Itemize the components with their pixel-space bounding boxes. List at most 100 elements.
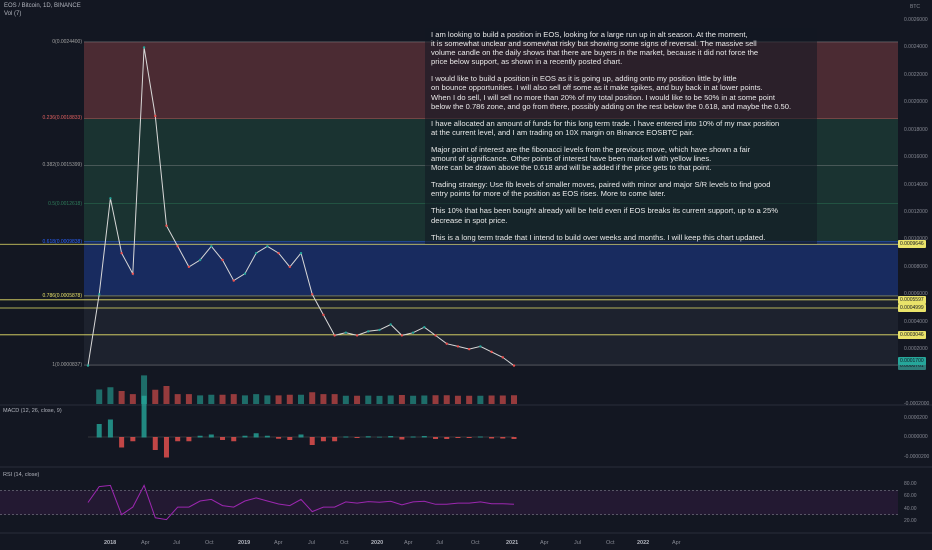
macd-axis-tick: -0.0000200: [904, 454, 930, 460]
macd-histogram-bar: [298, 434, 304, 438]
macd-histogram-bar: [466, 437, 472, 438]
time-axis-tick: 2022: [637, 540, 650, 546]
volume-bar: [354, 395, 361, 404]
macd-histogram-bar: [511, 437, 517, 439]
time-axis-tick: 2019: [238, 540, 251, 546]
fib-level-label: 0.382(0.0015399): [42, 162, 82, 169]
price-data-point: [434, 334, 437, 337]
rsi-axis-tick: 20.00: [904, 517, 917, 524]
time-axis-tick: Apr: [672, 540, 681, 546]
price-data-point: [479, 345, 482, 348]
volume-bar: [230, 394, 237, 404]
time-axis-tick: Oct: [471, 540, 480, 546]
volume-bar: [253, 394, 260, 404]
macd-histogram-bar: [276, 437, 282, 439]
volume-bar: [432, 395, 439, 404]
price-data-point: [198, 258, 202, 262]
volume-bar: [443, 395, 450, 404]
macd-histogram-bar: [220, 437, 226, 440]
price-axis-tick: 0.0012000: [904, 209, 928, 215]
price-data-point: [311, 293, 314, 296]
macd-histogram-bar: [332, 437, 338, 442]
time-axis-tick: Jul: [308, 540, 316, 546]
note-paragraph: This is a long term trade that I intend …: [431, 232, 766, 242]
price-data-point: [131, 272, 135, 275]
volume-bar: [264, 395, 271, 404]
note-paragraph: I would like to build a position in EOS …: [431, 74, 792, 111]
rsi-axis-tick: 80.00: [904, 481, 917, 488]
volume-bar: [129, 394, 136, 404]
price-data-point: [142, 46, 146, 49]
volume-bar: [387, 395, 394, 404]
price-data-point: [243, 272, 247, 275]
volume-bar: [454, 395, 461, 404]
macd-histogram-bar: [119, 437, 125, 448]
volume-indicator-label[interactable]: Vol (7): [4, 11, 22, 17]
price-data-point: [165, 224, 168, 227]
macd-histogram-bar: [96, 424, 102, 438]
price-axis-tick: 0.0018000: [904, 126, 928, 133]
macd-histogram-bar: [354, 437, 360, 438]
macd-axis-tick: 0.0000000: [904, 434, 928, 440]
price-data-point: [344, 331, 348, 334]
macd-histogram-bar: [107, 419, 113, 438]
price-data-point: [277, 251, 280, 255]
time-axis-tick: Apr: [274, 540, 283, 546]
volume-bar: [309, 392, 316, 404]
macd-histogram-bar: [231, 437, 237, 442]
price-data-point: [445, 342, 448, 345]
macd-histogram-bar: [455, 437, 461, 438]
note-paragraph: This 10% that has been bought already wi…: [431, 206, 778, 225]
volume-bar: [320, 394, 327, 404]
fib-level-label: 1(0.0000837): [52, 362, 82, 369]
volume-bar: [365, 395, 372, 404]
price-data-point: [86, 364, 90, 367]
time-axis-tick: Jul: [436, 540, 444, 546]
price-data-point: [423, 326, 426, 329]
volume-bar: [141, 375, 148, 404]
fib-zone: [84, 241, 898, 296]
macd-histogram-bar: [186, 437, 192, 442]
price-data-point: [322, 313, 325, 317]
currency-label: BTC: [910, 4, 920, 10]
volume-bar: [241, 395, 248, 404]
price-data-point: [501, 356, 504, 359]
symbol-title: EOS / Bitcoin, 1D, BINANCE: [4, 3, 81, 9]
price-tag: 0.0003046: [898, 330, 926, 339]
macd-histogram-bar: [242, 435, 248, 438]
price-tag: 0.0004999: [898, 304, 926, 312]
volume-bar: [219, 394, 226, 404]
macd-histogram-bar: [264, 435, 270, 438]
macd-histogram-bar: [410, 436, 416, 438]
macd-histogram-bar: [163, 437, 169, 458]
price-axis-tick: 0.0014000: [904, 181, 928, 188]
price-data-point: [109, 197, 112, 200]
volume-bar: [174, 394, 181, 404]
macd-histogram-bar: [197, 435, 203, 438]
macd-histogram-bar: [152, 437, 158, 450]
rsi-line: [87, 484, 515, 521]
price-data-point: [355, 334, 359, 337]
volume-bar: [488, 395, 495, 404]
fib-zone: [84, 295, 898, 366]
rsi-label[interactable]: RSI (14, close): [3, 472, 40, 478]
rsi-axis-tick: 40.00: [904, 505, 917, 512]
price-data-point: [367, 330, 370, 333]
volume-bar: [208, 394, 215, 404]
macd-histogram-bar: [175, 437, 181, 442]
time-axis-tick: Oct: [205, 540, 214, 546]
price-tag: 0.0009646: [898, 240, 926, 249]
time-axis-tick: Jul: [173, 540, 181, 546]
macd-histogram-bar: [320, 437, 326, 442]
time-axis-tick: 2018: [104, 540, 117, 546]
price-data-point: [378, 328, 381, 332]
volume-bar: [499, 395, 506, 404]
time-axis-tick: 2020: [371, 540, 384, 546]
macd-histogram-bar: [421, 436, 427, 438]
price-tag: 0.0005597: [898, 295, 926, 304]
volume-bar: [421, 395, 428, 404]
macd-histogram-bar: [365, 436, 371, 438]
note-paragraph: I am looking to build a position in EOS,…: [431, 30, 759, 67]
price-data-point: [120, 251, 123, 255]
macd-label[interactable]: MACD (12, 26, close, 9): [3, 408, 62, 414]
